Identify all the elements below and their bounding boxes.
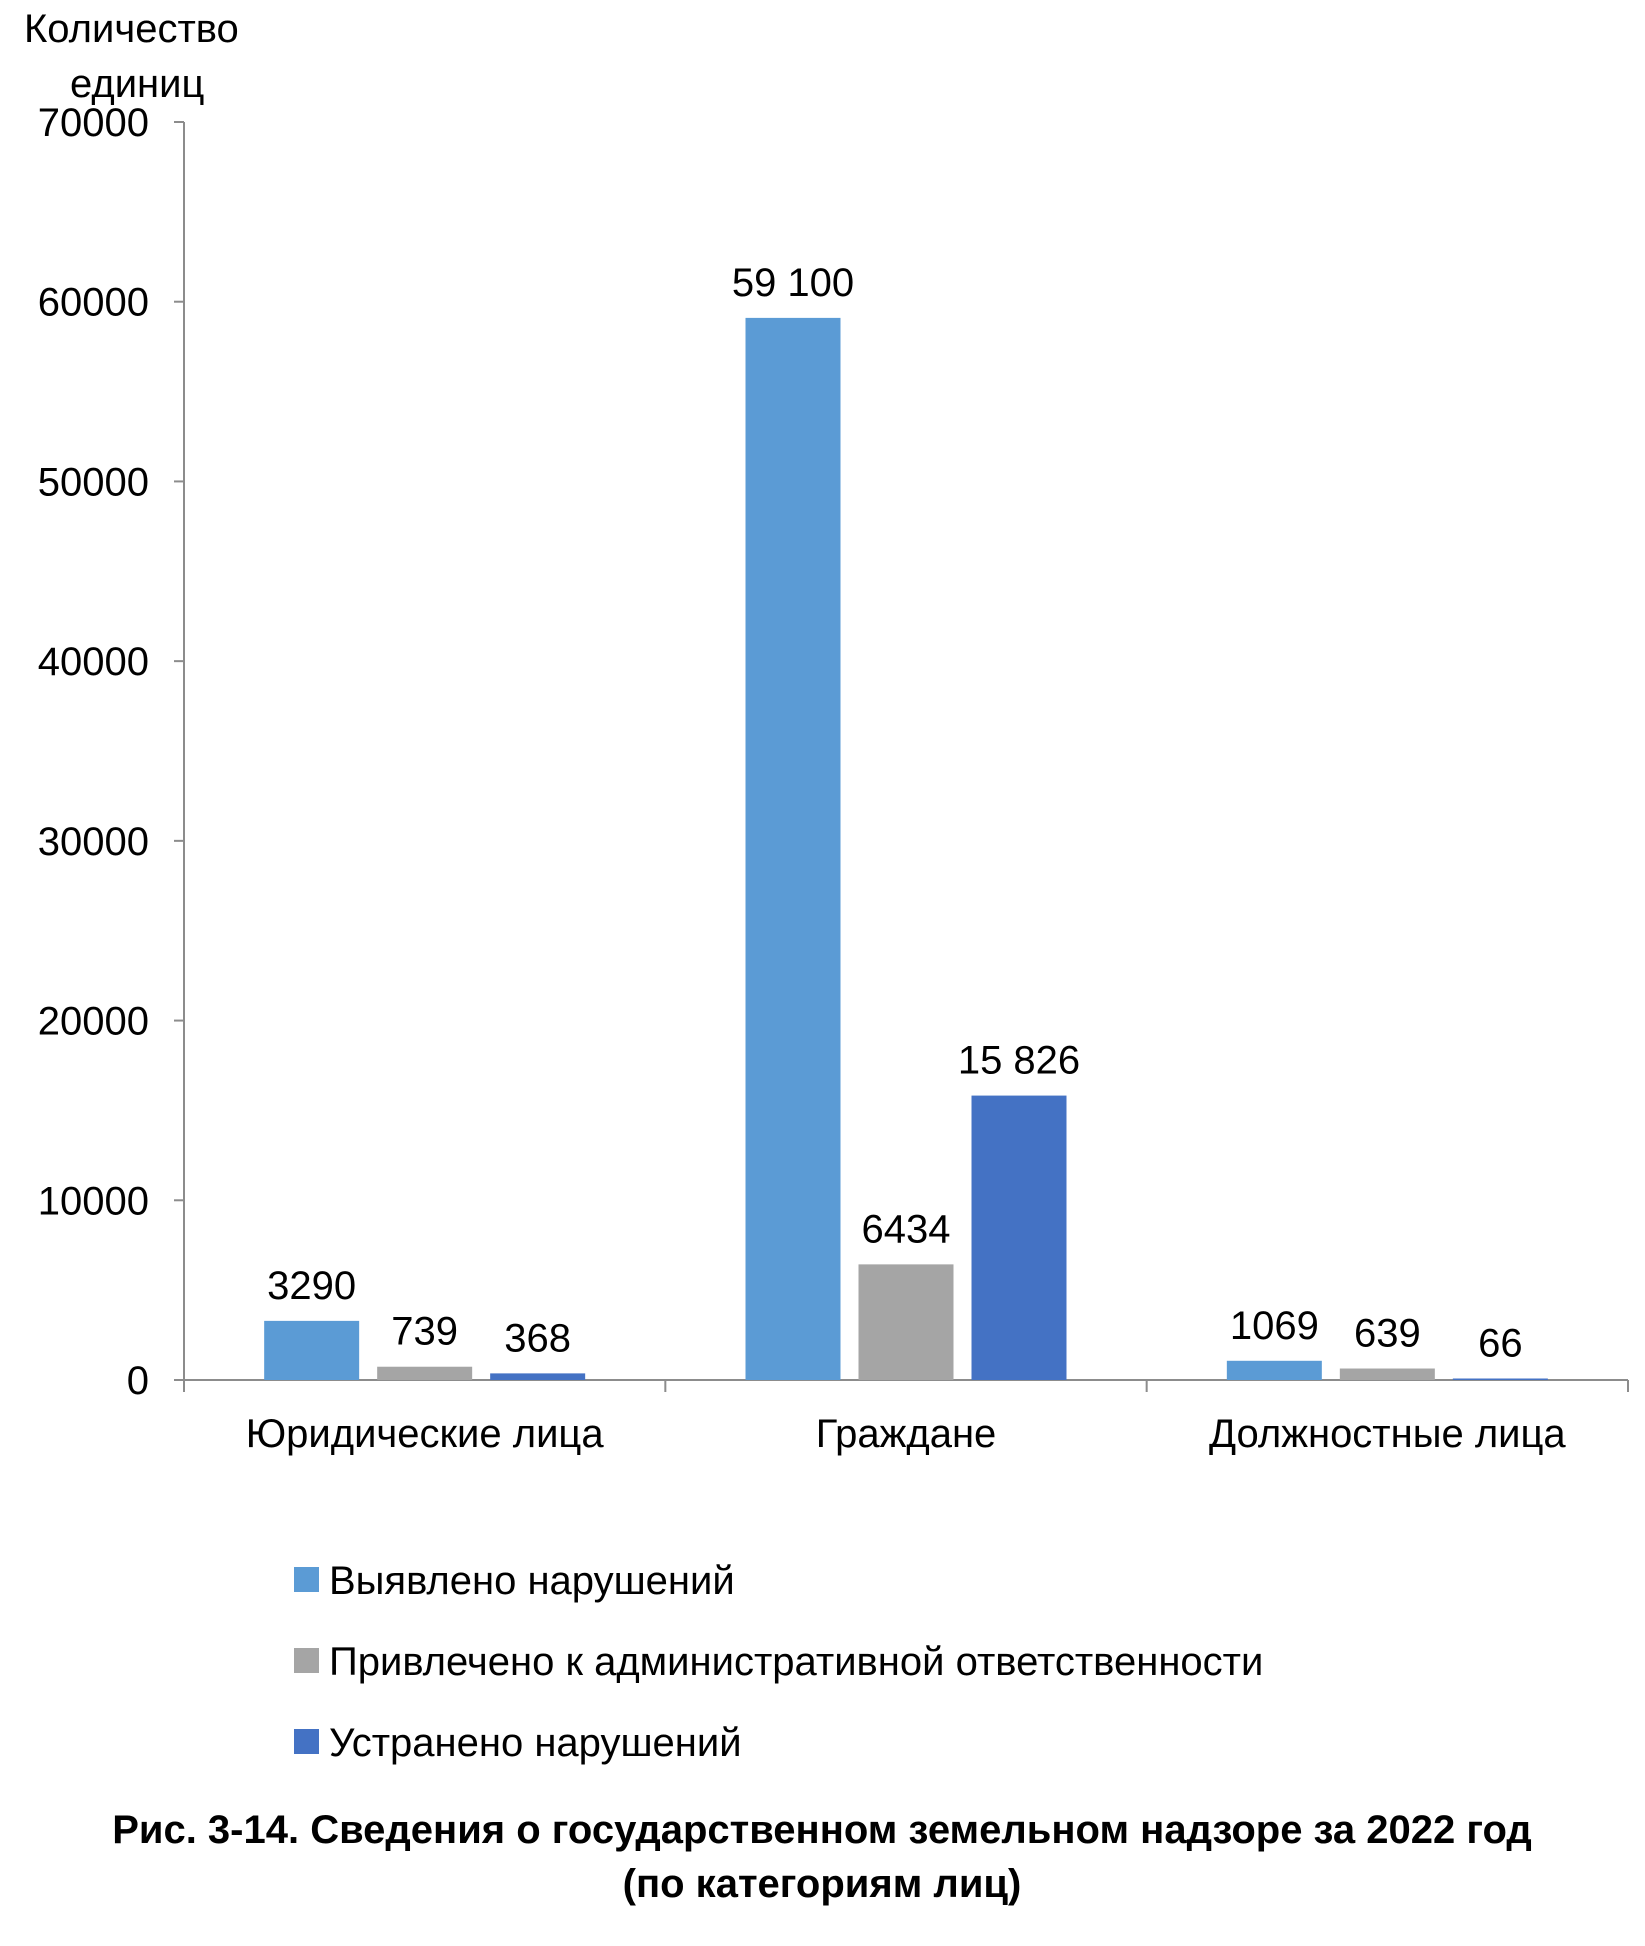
y-tick-label: 0 [127, 1359, 149, 1403]
bar [490, 1373, 586, 1380]
bar [377, 1366, 473, 1380]
y-axis-title-line: единиц [70, 62, 204, 106]
bars: 3290 739 368 59 100 6434 15 826 1069 639 66 [264, 261, 1548, 1381]
y-tick-label: 40000 [38, 640, 149, 684]
bar-data-label: 739 [391, 1310, 458, 1354]
y-tick-label: 60000 [38, 281, 149, 325]
legend-label: Выявлено нарушений [329, 1559, 735, 1603]
x-category-label: Юридические лица [246, 1412, 605, 1456]
bar [745, 317, 841, 1381]
bar [1339, 1368, 1435, 1380]
bar-data-label: 15 826 [958, 1039, 1080, 1083]
y-tick-label: 10000 [38, 1179, 149, 1223]
y-tick-label: 20000 [38, 1000, 149, 1044]
legend-swatch [294, 1567, 319, 1592]
bar [1452, 1378, 1548, 1380]
bar-data-label: 1069 [1230, 1304, 1319, 1348]
y-tick-label: 70000 [38, 101, 149, 145]
y-axis-title-line: Количество [24, 7, 239, 51]
legend-label: Устранено нарушений [329, 1721, 742, 1765]
bar-data-label: 66 [1478, 1322, 1523, 1366]
x-axis: Юридические лица Граждане Должностные лица [183, 1379, 1629, 1456]
bar [971, 1095, 1067, 1380]
y-tick-label: 30000 [38, 820, 149, 864]
x-category-label: Граждане [816, 1412, 997, 1456]
legend: Выявлено нарушений Привлечено к администр… [294, 1559, 1263, 1765]
x-category-label: Должностные лица [1209, 1412, 1566, 1456]
bar [264, 1320, 360, 1380]
bar-data-label: 6434 [862, 1207, 951, 1251]
legend-label: Привлечено к административной ответствен… [329, 1640, 1263, 1684]
bar [858, 1264, 954, 1380]
chart-caption: Рис. 3-14. Сведения о государственном зе… [112, 1808, 1532, 1852]
bar-data-label: 368 [504, 1316, 571, 1360]
y-tick-label: 50000 [38, 460, 149, 504]
legend-swatch [294, 1648, 319, 1673]
y-axis-title: Количество единиц [24, 7, 239, 106]
bar-data-label: 3290 [267, 1264, 356, 1308]
chart-caption-subtitle: (по категориям лиц) [623, 1862, 1022, 1906]
legend-swatch [294, 1729, 319, 1754]
bar-data-label: 639 [1354, 1312, 1421, 1356]
bar [1226, 1360, 1322, 1380]
bar-data-label: 59 100 [732, 261, 854, 305]
y-axis: 0 10000 20000 30000 40000 50000 60000 70000 [38, 101, 185, 1403]
